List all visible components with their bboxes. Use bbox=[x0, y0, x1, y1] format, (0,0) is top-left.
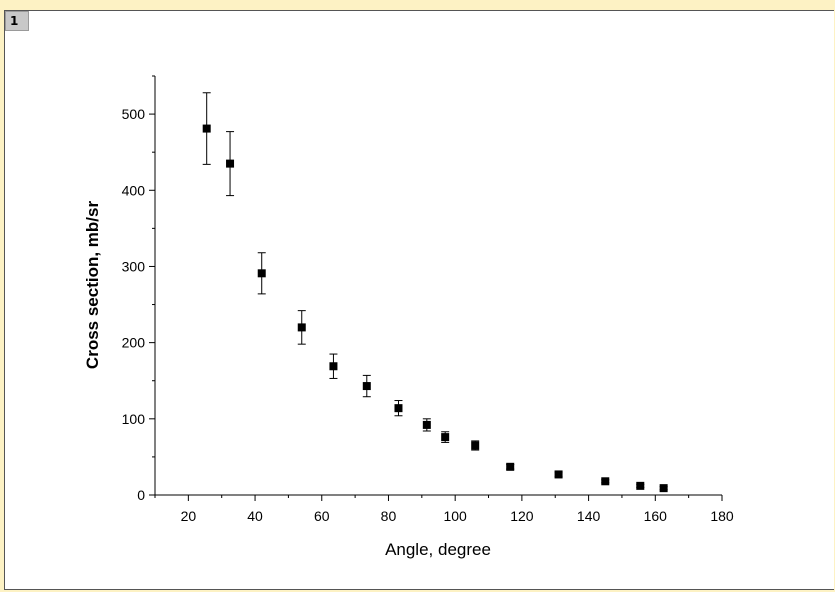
x-ticks: 20 40 60 80 100 120 140 160 180 bbox=[154, 495, 734, 524]
x-tick-label: 100 bbox=[443, 508, 467, 524]
square-marker bbox=[601, 477, 610, 486]
square-marker bbox=[297, 323, 306, 332]
data-point bbox=[226, 131, 235, 197]
data-point bbox=[471, 440, 480, 451]
x-tick-label: 20 bbox=[181, 508, 197, 524]
y-tick-label: 300 bbox=[122, 258, 146, 274]
y-tick-label: 0 bbox=[137, 487, 145, 503]
data-point bbox=[202, 92, 211, 165]
square-marker bbox=[636, 481, 645, 490]
y-ticks: 0 100 200 300 400 500 bbox=[122, 75, 155, 503]
data-point bbox=[362, 374, 371, 398]
data-point bbox=[394, 400, 403, 417]
x-tick-label: 80 bbox=[381, 508, 397, 524]
square-marker bbox=[362, 382, 371, 391]
x-tick-label: 160 bbox=[644, 508, 668, 524]
data-point bbox=[329, 353, 338, 379]
data-point bbox=[601, 477, 610, 486]
square-marker bbox=[422, 420, 431, 429]
data-points bbox=[202, 92, 668, 493]
graph-page bbox=[4, 10, 834, 590]
square-marker bbox=[554, 470, 563, 479]
square-marker bbox=[659, 484, 668, 493]
axes bbox=[154, 76, 722, 496]
y-tick-label: 400 bbox=[122, 182, 146, 198]
x-tick-label: 120 bbox=[510, 508, 534, 524]
y-tick-label: 500 bbox=[122, 106, 146, 122]
y-axis-title: Cross section, mb/sr bbox=[83, 201, 102, 370]
square-marker bbox=[257, 269, 266, 278]
data-point bbox=[257, 252, 266, 295]
y-tick-label: 100 bbox=[122, 411, 146, 427]
data-point bbox=[422, 418, 431, 432]
layer-badge[interactable]: 1 bbox=[5, 11, 29, 31]
data-point bbox=[659, 484, 668, 493]
square-marker bbox=[329, 362, 338, 371]
square-marker bbox=[394, 404, 403, 413]
square-marker bbox=[506, 462, 515, 471]
square-marker bbox=[202, 124, 211, 133]
data-point bbox=[506, 462, 515, 471]
x-tick-label: 140 bbox=[577, 508, 601, 524]
data-point bbox=[636, 481, 645, 490]
x-axis-title: Angle, degree bbox=[385, 540, 491, 559]
square-marker bbox=[441, 433, 450, 442]
data-point bbox=[554, 470, 563, 479]
data-point bbox=[441, 431, 450, 443]
square-marker bbox=[471, 441, 480, 450]
y-tick-label: 200 bbox=[122, 335, 146, 351]
square-marker bbox=[226, 159, 235, 168]
data-point bbox=[297, 310, 306, 345]
x-tick-label: 180 bbox=[710, 508, 734, 524]
x-tick-label: 40 bbox=[247, 508, 263, 524]
x-tick-label: 60 bbox=[314, 508, 330, 524]
